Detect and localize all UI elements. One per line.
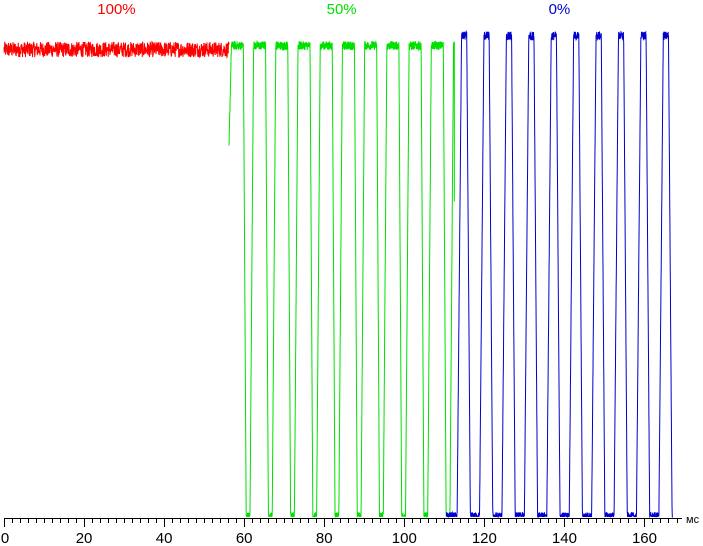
x-tick-label: 0 (1, 530, 9, 546)
x-tick-label: 20 (76, 530, 93, 546)
series-label-0: 100% (97, 1, 135, 18)
x-tick-label: 120 (472, 530, 497, 546)
x-tick-label: 140 (552, 530, 577, 546)
x-axis: 0 20 40 60 80 100 120 140 160 мс (1, 514, 700, 546)
x-axis-ticks: 0 20 40 60 80 100 120 140 160 (1, 519, 678, 546)
x-tick-label: 80 (316, 530, 333, 546)
x-tick-label: 40 (156, 530, 173, 546)
series-line-2 (445, 29, 673, 519)
series-line-1 (228, 40, 455, 519)
x-tick-label: 100 (392, 530, 417, 546)
series-labels: 100% 50% 0% (97, 1, 570, 18)
x-tick-label: 160 (632, 530, 657, 546)
series-label-2: 0% (549, 1, 571, 18)
series-label-1: 50% (327, 1, 357, 18)
series-line-0 (3, 40, 230, 59)
x-axis-unit-label: мс (686, 514, 700, 526)
x-tick-label: 60 (236, 530, 253, 546)
series-layer (3, 29, 673, 519)
